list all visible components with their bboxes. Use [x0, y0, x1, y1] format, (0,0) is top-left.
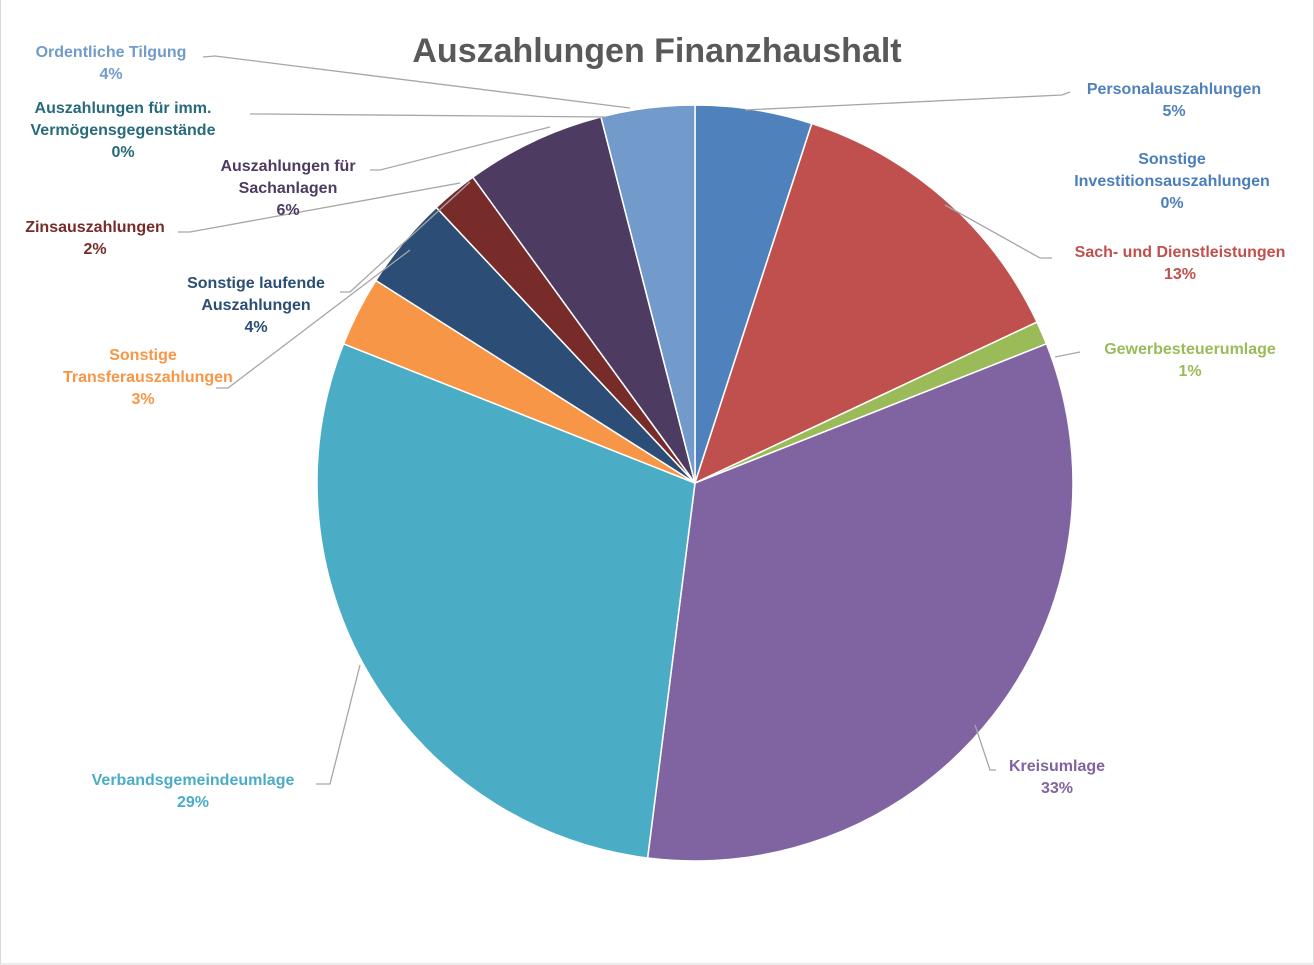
label-value: 29% [176, 794, 210, 811]
label-name: Gewerbesteuerumlage [1104, 341, 1276, 358]
data-label: Zinsauszahlungen 2% [5, 217, 185, 261]
data-label: Auszahlungen für Sachanlagen 6% [203, 156, 373, 222]
leader-line [340, 181, 471, 293]
pie [316, 104, 1074, 862]
label-name: Kreisumlage [1008, 758, 1106, 775]
leader-line [216, 249, 411, 389]
label-name: Sonstige Investitionsauszahlungen [1074, 151, 1270, 190]
label-value: 0% [111, 144, 135, 161]
label-name: Zinsauszahlungen [25, 219, 165, 236]
data-label: Auszahlungen für imm. Vermögensgegenstän… [0, 98, 248, 164]
pie-slice [693, 122, 1039, 485]
data-label: Kreisumlage 33% [982, 756, 1132, 800]
label-value: 4% [244, 319, 268, 336]
data-label: Gewerbesteuerumlage 1% [1075, 339, 1305, 383]
pie-slice [646, 342, 1074, 862]
leader-line [1054, 351, 1081, 358]
label-value: 13% [1163, 266, 1197, 283]
pie-slice [316, 342, 696, 859]
label-name: Sonstige Transferauszahlungen [63, 347, 233, 386]
leader-line [370, 126, 551, 171]
label-name: Auszahlungen für Sachanlagen [220, 158, 356, 197]
label-name: Verbandsgemeindeumlage [91, 772, 295, 789]
label-value: 5% [1162, 103, 1186, 120]
data-label: Sonstige Transferauszahlungen 3% [63, 345, 233, 411]
label-value: 3% [131, 391, 155, 408]
data-label: Sonstige laufende Auszahlungen 4% [169, 273, 344, 339]
leader-line [974, 724, 996, 771]
pie-slice [471, 115, 696, 484]
label-value: 0% [1160, 195, 1184, 212]
data-label: Sonstige Investitionsauszahlungen 0% [1057, 149, 1287, 215]
label-name: Auszahlungen für imm. Vermögensgegenstän… [30, 100, 216, 139]
chart-title: Auszahlungen Finanzhaushalt [412, 32, 902, 70]
leader-lines [178, 55, 1081, 785]
label-name: Ordentliche Tilgung [35, 44, 187, 61]
leader-line [316, 664, 361, 785]
label-value: 33% [1040, 780, 1074, 797]
label-value: 6% [276, 202, 300, 219]
label-value: 2% [83, 241, 107, 258]
data-label: Personalauszahlungen 5% [1059, 79, 1289, 123]
data-label: Ordentliche Tilgung 4% [11, 42, 211, 86]
data-label: Sach- und Dienstleistungen 13% [1050, 242, 1310, 286]
leader-line [202, 55, 631, 109]
label-name: Personalauszahlungen [1086, 81, 1262, 98]
data-label: Verbandsgemeindeumlage 29% [63, 770, 323, 814]
label-name: Sach- und Dienstleistungen [1074, 244, 1286, 261]
leader-line [744, 91, 1071, 111]
leader-line [178, 182, 461, 233]
label-value: 4% [99, 66, 123, 83]
label-name: Sonstige laufende Auszahlungen [187, 275, 325, 314]
leader-line [250, 113, 606, 118]
leader-line [944, 204, 1052, 259]
label-value: 1% [1178, 363, 1202, 380]
